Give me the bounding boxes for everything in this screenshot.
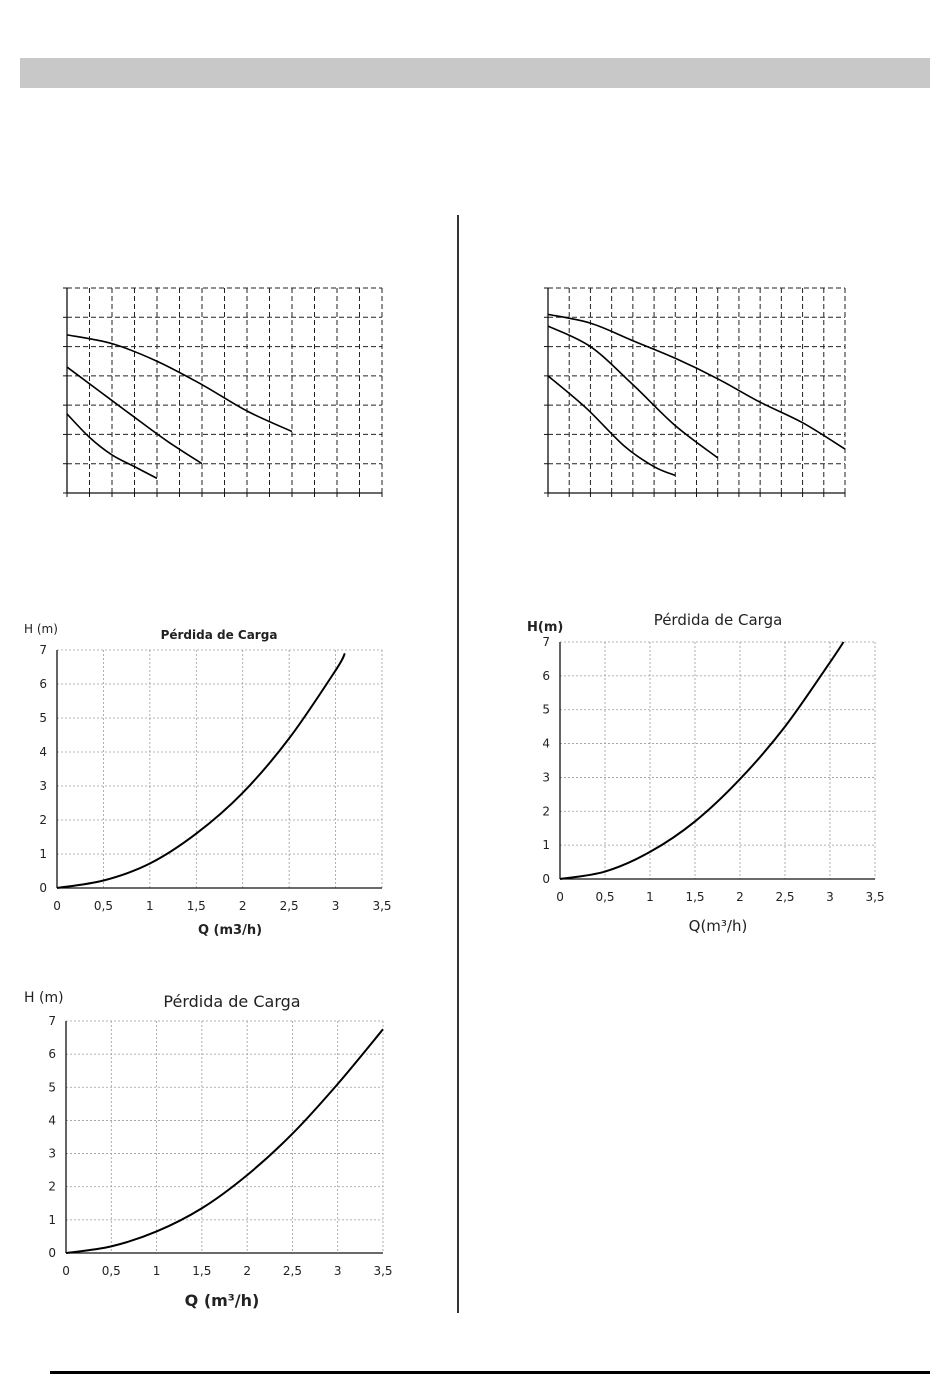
x-tick-label: 3 (826, 890, 834, 904)
x-tick-label: 0,5 (595, 890, 614, 904)
y-tick-label: 1 (48, 1213, 56, 1227)
y-tick-label: 5 (48, 1080, 56, 1094)
y-tick-label: 2 (542, 804, 550, 818)
loss-chart-1-xlabel: Q (m3/h) (198, 923, 262, 938)
y-tick-label: 1 (542, 838, 550, 852)
x-tick-label: 3,5 (373, 1264, 392, 1278)
x-tick-label: 2,5 (280, 899, 299, 913)
y-tick-label: 5 (542, 703, 550, 717)
loss-chart-3-ylabel: H (m) (24, 990, 64, 1006)
y-tick-label: 4 (542, 737, 550, 751)
x-tick-label: 3 (334, 1264, 342, 1278)
x-tick-label: 3,5 (372, 899, 391, 913)
y-tick-label: 0 (39, 881, 47, 895)
y-tick-label: 2 (48, 1180, 56, 1194)
header-bar (20, 58, 930, 88)
x-tick-label: 0,5 (102, 1264, 121, 1278)
series-line-1 (56, 652, 346, 889)
y-tick-label: 0 (48, 1246, 56, 1260)
x-tick-label: 2 (243, 1264, 251, 1278)
footer-rule (50, 1371, 930, 1374)
y-tick-label: 3 (542, 770, 550, 784)
loss-chart-2: H(m) Pérdida de Carga 0 0,5 1 1,5 2 2,5 3 3,5 0 1… (527, 611, 885, 935)
y-tick-label: 2 (39, 813, 47, 827)
x-tick-label: 2,5 (775, 890, 794, 904)
y-tick-label: 7 (48, 1014, 56, 1028)
x-tick-label: 0 (53, 899, 61, 913)
series-line-2 (66, 366, 203, 465)
loss-chart-2-title: Pérdida de Carga (654, 611, 783, 629)
x-tick-label: 2 (736, 890, 744, 904)
y-tick-label: 4 (48, 1113, 56, 1127)
y-tick-label: 5 (39, 711, 47, 725)
y-tick-label: 3 (39, 779, 47, 793)
loss-chart-2-xlabel: Q(m³/h) (689, 917, 748, 935)
x-tick-label: 0 (556, 890, 564, 904)
x-tick-label: 3 (332, 899, 340, 913)
x-tick-label: 0 (62, 1264, 70, 1278)
series-line-1 (66, 334, 293, 433)
series-line-3 (66, 413, 158, 480)
series-line-1 (547, 313, 846, 450)
y-tick-label: 7 (542, 635, 550, 649)
x-tick-label: 1 (153, 1264, 161, 1278)
series-line-1 (559, 641, 845, 880)
loss-chart-3-title: Pérdida de Carga (163, 992, 300, 1011)
pump-curve-left-chart (63, 287, 383, 497)
y-tick-label: 0 (542, 872, 550, 886)
x-tick-label: 0,5 (94, 899, 113, 913)
series-line-3 (547, 375, 676, 477)
y-tick-label: 7 (39, 643, 47, 657)
y-tick-label: 6 (48, 1047, 56, 1061)
x-tick-label: 2,5 (283, 1264, 302, 1278)
loss-chart-1: H (m) Pérdida de Carga 0 0,5 1 1,5 2 2,5 3 3,5 0… (24, 622, 392, 938)
series-line-2 (547, 325, 719, 459)
y-tick-label: 6 (542, 669, 550, 683)
loss-chart-2-ylabel: H(m) (527, 620, 563, 635)
x-tick-label: 2 (239, 899, 247, 913)
loss-chart-1-ylabel: H (m) (24, 622, 58, 636)
y-tick-label: 6 (39, 677, 47, 691)
x-tick-label: 1,5 (685, 890, 704, 904)
x-tick-label: 1 (646, 890, 654, 904)
pump-curve-right-chart (544, 287, 846, 497)
y-tick-label: 4 (39, 745, 47, 759)
y-tick-label: 3 (48, 1147, 56, 1161)
x-tick-label: 1 (146, 899, 154, 913)
loss-chart-3-xlabel: Q (m³/h) (185, 1291, 260, 1310)
x-tick-label: 1,5 (187, 899, 206, 913)
x-tick-label: 1,5 (192, 1264, 211, 1278)
x-tick-label: 3,5 (865, 890, 884, 904)
column-divider (457, 215, 459, 1313)
loss-chart-3: H (m) Pérdida de Carga 0 0,5 1 1,5 2 2,5 3 3,5 0… (24, 990, 393, 1310)
series-line-1 (65, 1028, 384, 1254)
y-tick-label: 1 (39, 847, 47, 861)
loss-chart-1-title: Pérdida de Carga (161, 628, 278, 642)
